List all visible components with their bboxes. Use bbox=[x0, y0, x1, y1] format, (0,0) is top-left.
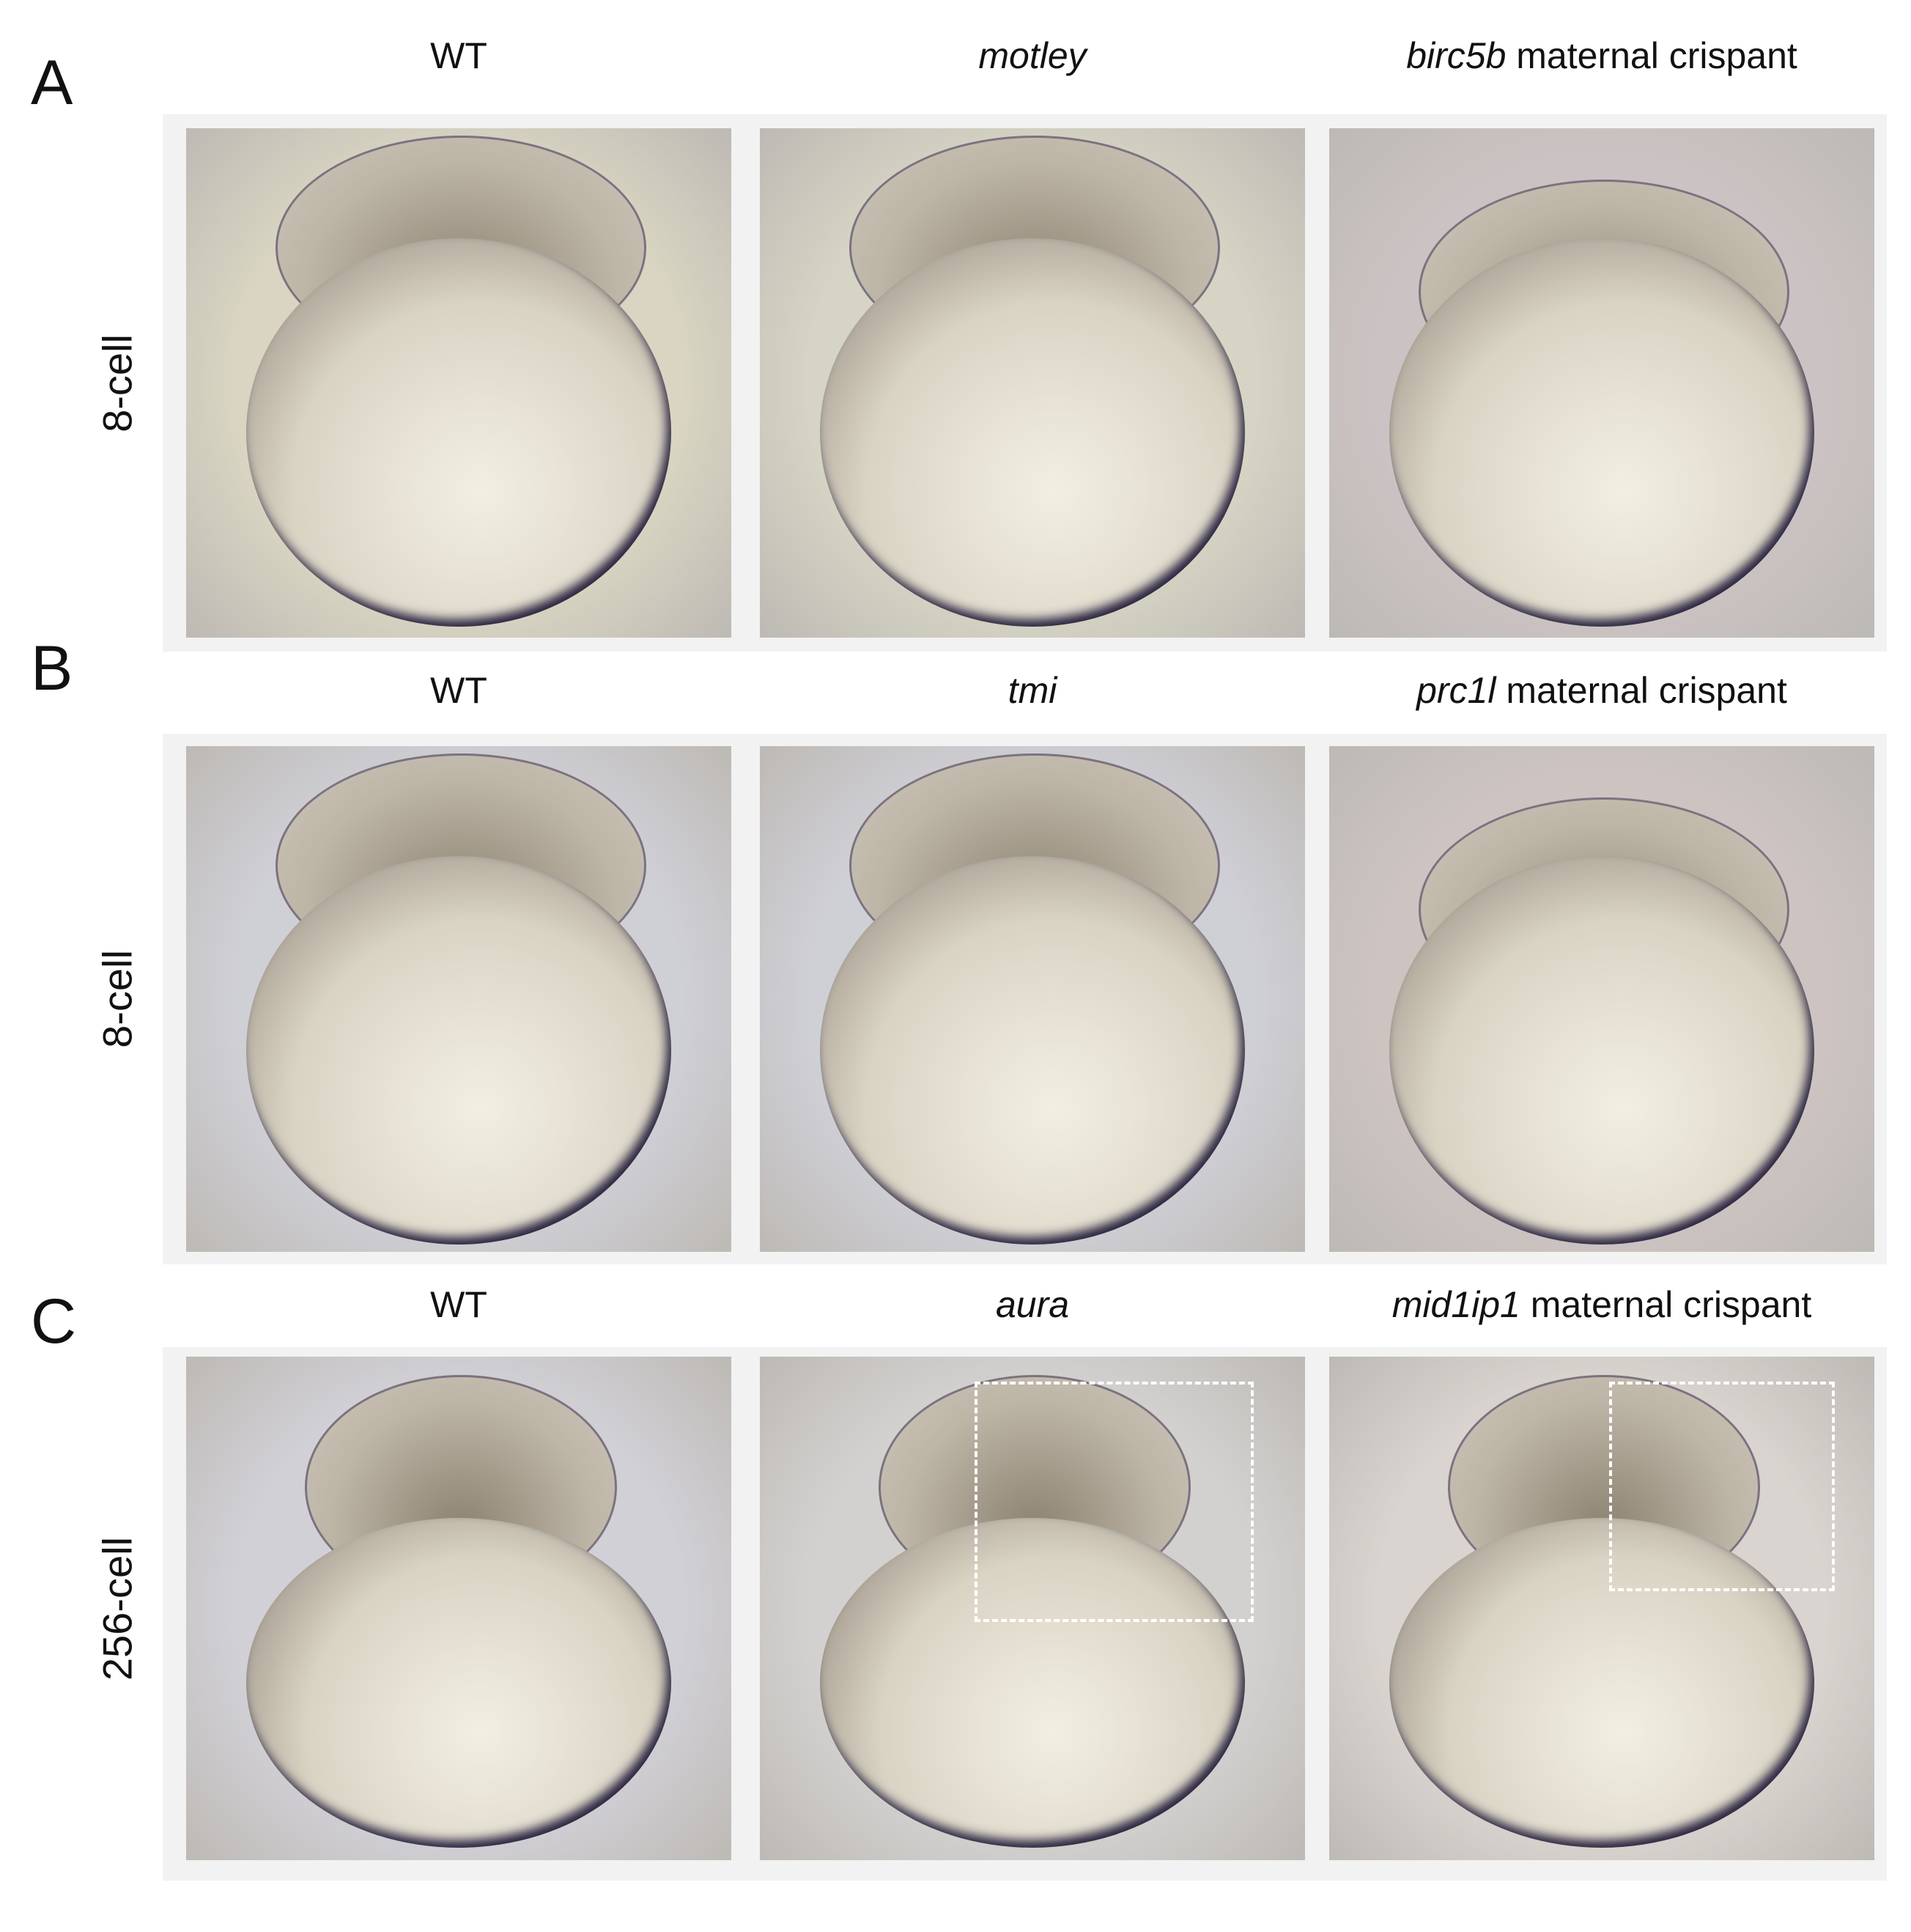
yolk bbox=[1389, 1518, 1814, 1848]
yolk bbox=[1389, 856, 1814, 1245]
gene-name: WT bbox=[430, 35, 487, 76]
yolk bbox=[1389, 238, 1814, 627]
column-title: WT bbox=[186, 1286, 731, 1323]
yolk bbox=[246, 856, 671, 1245]
embryo-micrograph bbox=[760, 746, 1305, 1252]
yolk bbox=[820, 1518, 1245, 1848]
gene-name: aura bbox=[995, 1284, 1070, 1325]
row-stage-label: 8-cell bbox=[94, 333, 141, 432]
gene-name: WT bbox=[430, 1284, 487, 1325]
column-title: motley bbox=[760, 37, 1305, 74]
column-title: WT bbox=[186, 672, 731, 709]
dashed-inset-box bbox=[1609, 1382, 1835, 1591]
column-title: mid1ip1 maternal crispant bbox=[1329, 1286, 1874, 1323]
column-title: WT bbox=[186, 37, 731, 74]
embryo-micrograph bbox=[1329, 128, 1874, 638]
row-stage-label: 8-cell bbox=[94, 950, 141, 1048]
title-suffix: maternal crispant bbox=[1520, 1284, 1812, 1325]
title-suffix: maternal crispant bbox=[1506, 35, 1797, 76]
column-title: tmi bbox=[760, 672, 1305, 709]
gene-name: tmi bbox=[1008, 670, 1057, 711]
column-title: birc5b maternal crispant bbox=[1329, 37, 1874, 74]
panel-label: C bbox=[31, 1286, 77, 1357]
yolk bbox=[820, 238, 1245, 627]
embryo-micrograph bbox=[760, 128, 1305, 638]
embryo-micrograph bbox=[186, 128, 731, 638]
dashed-inset-box bbox=[975, 1382, 1254, 1622]
gene-name: mid1ip1 bbox=[1391, 1284, 1520, 1325]
panel-label: B bbox=[31, 633, 73, 704]
yolk bbox=[820, 856, 1245, 1245]
embryo-micrograph bbox=[186, 1357, 731, 1860]
gene-name: motley bbox=[978, 35, 1087, 76]
embryo-micrograph bbox=[760, 1357, 1305, 1860]
panel-label: A bbox=[31, 48, 73, 118]
yolk bbox=[246, 238, 671, 627]
column-title: prc1l maternal crispant bbox=[1329, 672, 1874, 709]
yolk bbox=[246, 1518, 671, 1848]
embryo-micrograph bbox=[186, 746, 731, 1252]
gene-name: birc5b bbox=[1406, 35, 1507, 76]
column-title: aura bbox=[760, 1286, 1305, 1323]
gene-name: WT bbox=[430, 670, 487, 711]
title-suffix: maternal crispant bbox=[1496, 670, 1787, 711]
row-stage-label: 256-cell bbox=[94, 1536, 141, 1681]
gene-name: prc1l bbox=[1416, 670, 1496, 711]
embryo-micrograph bbox=[1329, 746, 1874, 1252]
embryo-micrograph bbox=[1329, 1357, 1874, 1860]
